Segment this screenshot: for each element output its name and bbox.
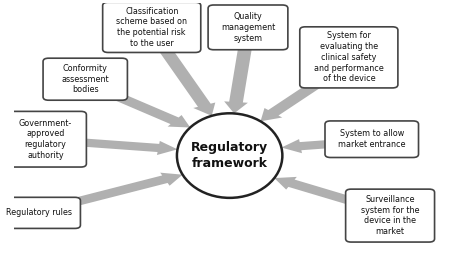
Ellipse shape	[177, 113, 283, 198]
Polygon shape	[72, 173, 182, 206]
FancyBboxPatch shape	[208, 5, 288, 50]
Polygon shape	[274, 177, 354, 205]
Text: Government-
approved
regulatory
authority: Government- approved regulatory authorit…	[19, 119, 72, 160]
Polygon shape	[80, 138, 177, 155]
Polygon shape	[224, 46, 252, 114]
Polygon shape	[282, 139, 331, 153]
Text: Regulatory rules: Regulatory rules	[6, 208, 73, 217]
Text: Quality
management
system: Quality management system	[221, 12, 275, 43]
Polygon shape	[159, 48, 215, 116]
FancyBboxPatch shape	[103, 2, 201, 52]
FancyBboxPatch shape	[43, 58, 128, 100]
Text: System to allow
market entrance: System to allow market entrance	[338, 129, 406, 149]
FancyBboxPatch shape	[0, 197, 81, 229]
FancyBboxPatch shape	[300, 27, 398, 88]
FancyBboxPatch shape	[4, 111, 86, 167]
Text: Conformity
assessment
bodies: Conformity assessment bodies	[62, 64, 109, 94]
Text: Classification
scheme based on
the potential risk
to the user: Classification scheme based on the poten…	[116, 7, 187, 48]
FancyBboxPatch shape	[346, 189, 435, 242]
Text: Regulatory
framework: Regulatory framework	[191, 141, 268, 170]
Polygon shape	[261, 82, 321, 121]
Text: System for
evaluating the
clinical safety
and performance
of the device: System for evaluating the clinical safet…	[314, 31, 384, 83]
Text: Surveillance
system for the
device in the
market: Surveillance system for the device in th…	[361, 195, 419, 236]
FancyBboxPatch shape	[325, 121, 419, 158]
Polygon shape	[115, 94, 190, 127]
